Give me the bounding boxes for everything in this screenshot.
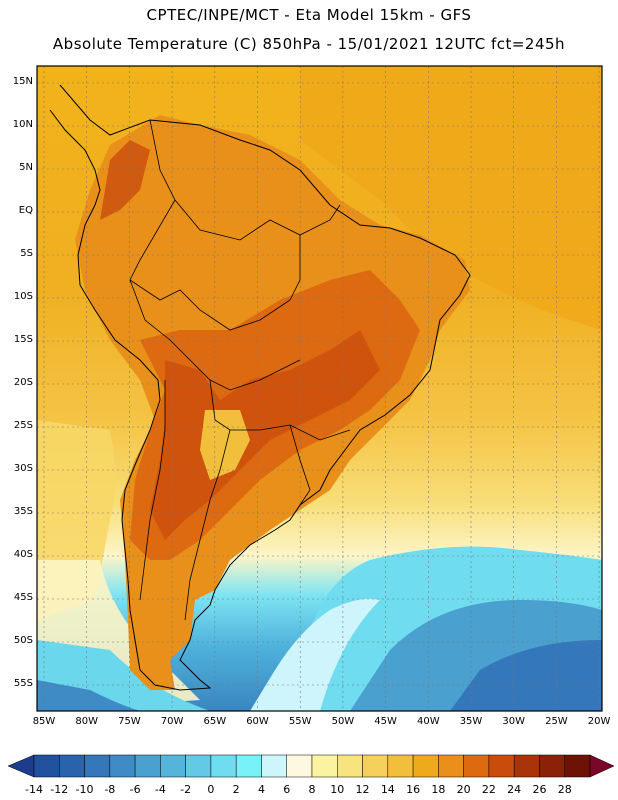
- colorbar-swatch: [387, 754, 414, 778]
- colorbar-tick-label: 26: [532, 783, 547, 796]
- lat-label: EQ: [18, 205, 33, 216]
- latlon-grid: [37, 66, 602, 711]
- lat-label: 25S: [13, 420, 33, 431]
- colorbar-tick-label: 12: [355, 783, 370, 796]
- colorbar-min-arrow: [7, 754, 35, 778]
- colorbar-tick-label: -2: [180, 783, 192, 796]
- colorbar-swatch: [210, 754, 237, 778]
- colorbar-tick-label: -12: [50, 783, 69, 796]
- andes-plateau-region: [200, 410, 250, 480]
- lon-label: 65W: [203, 716, 227, 727]
- colorbar-swatch: [412, 754, 439, 778]
- colorbar-tick-label: -6: [129, 783, 141, 796]
- lon-label: 80W: [75, 716, 98, 727]
- country-borders: [129, 119, 351, 621]
- lat-label: 15N: [12, 76, 33, 87]
- colorbar-tick-label: 16: [406, 783, 421, 796]
- colorbar-swatch: [33, 754, 60, 778]
- temperature-field: [37, 66, 602, 711]
- colorbar-swatch: [59, 754, 85, 778]
- lon-label: 85W: [32, 716, 56, 727]
- colorbar-swatch: [488, 754, 515, 778]
- colorbar-tick-label: -10: [75, 783, 94, 796]
- lon-label: 20W: [587, 716, 611, 727]
- colorbar-swatch: [185, 754, 212, 778]
- colorbar-tick-label: -4: [154, 783, 166, 796]
- lat-label: 35S: [13, 506, 33, 517]
- colorbar-swatch: [84, 754, 111, 778]
- colorbar-swatch: [337, 754, 363, 778]
- lon-label: 50W: [331, 716, 355, 727]
- colorbar-tick-label: 14: [380, 783, 395, 796]
- lon-label: 70W: [160, 716, 184, 727]
- northern-andes-region: [100, 140, 150, 220]
- colorbar-tick-label: 4: [257, 783, 265, 796]
- lon-label: 45W: [374, 716, 397, 727]
- colorbar-swatch: [311, 754, 338, 778]
- lon-label: 30W: [502, 716, 525, 727]
- plot-frame: [36, 65, 603, 712]
- lat-label: 45S: [13, 592, 33, 603]
- land-hottest-region: [150, 330, 380, 540]
- colorbar: [7, 754, 615, 778]
- colorbar-max-arrow: [589, 754, 615, 778]
- lat-label: 55S: [13, 678, 33, 689]
- colorbar-tick-label: 8: [308, 783, 316, 796]
- colorbar-tick-label: 0: [207, 783, 215, 796]
- colorbar-swatch: [438, 754, 464, 778]
- colorbar-tick-label: 18: [431, 783, 446, 796]
- colorbar-swatch: [261, 754, 287, 778]
- lon-label: 35W: [459, 716, 483, 727]
- lon-label: 40W: [416, 716, 440, 727]
- colorbar-tick-label: 10: [330, 783, 345, 796]
- colorbar-swatch: [513, 754, 540, 778]
- colorbar-tick-label: 20: [456, 783, 471, 796]
- atlantic-warm-band: [300, 66, 602, 330]
- lat-label: 15S: [13, 334, 33, 345]
- colorbar-swatch: [539, 754, 565, 778]
- lat-label: 5S: [20, 248, 33, 259]
- colorbar-swatch: [362, 754, 389, 778]
- colorbar-swatch: [109, 754, 136, 778]
- colorbar-tick-label: -14: [25, 783, 43, 796]
- lat-label: 50S: [13, 635, 33, 646]
- colorbar-tick-label: 24: [507, 783, 522, 796]
- colorbar-swatch: [160, 754, 186, 778]
- lon-label: 25W: [545, 716, 568, 727]
- lat-label: 40S: [13, 549, 33, 560]
- atlantic-coldest-pool: [450, 640, 602, 711]
- map-title-line-1: CPTEC/INPE/MCT - Eta Model 15km - GFS: [146, 6, 472, 24]
- colorbar-tick-label: 28: [557, 783, 572, 796]
- lat-label: 30S: [13, 463, 33, 474]
- atlantic-transition-zone: [250, 598, 380, 711]
- lat-label: 10S: [13, 291, 33, 302]
- colorbar-swatch: [134, 754, 161, 778]
- colorbar-tick-label: 2: [232, 783, 240, 796]
- pacific-colder-zone: [37, 680, 140, 711]
- colorbar-tick-label: 6: [283, 783, 291, 796]
- lat-label: 20S: [13, 377, 33, 388]
- colorbar-swatch: [564, 754, 591, 778]
- colorbar-swatch: [286, 754, 313, 778]
- lon-label: 75W: [118, 716, 141, 727]
- lat-label: 5N: [19, 162, 33, 173]
- colorbar-swatch: [463, 754, 490, 778]
- colorbar-tick-label: -8: [104, 783, 116, 796]
- lon-label: 55W: [288, 716, 312, 727]
- colorbar-swatch: [235, 754, 262, 778]
- map-title-line-2: Absolute Temperature (C) 850hPa - 15/01/…: [52, 35, 566, 53]
- colorbar-tick-label: 22: [481, 783, 496, 796]
- lon-label: 60W: [246, 716, 269, 727]
- lat-label: 10N: [12, 119, 33, 130]
- coastline: [49, 84, 471, 691]
